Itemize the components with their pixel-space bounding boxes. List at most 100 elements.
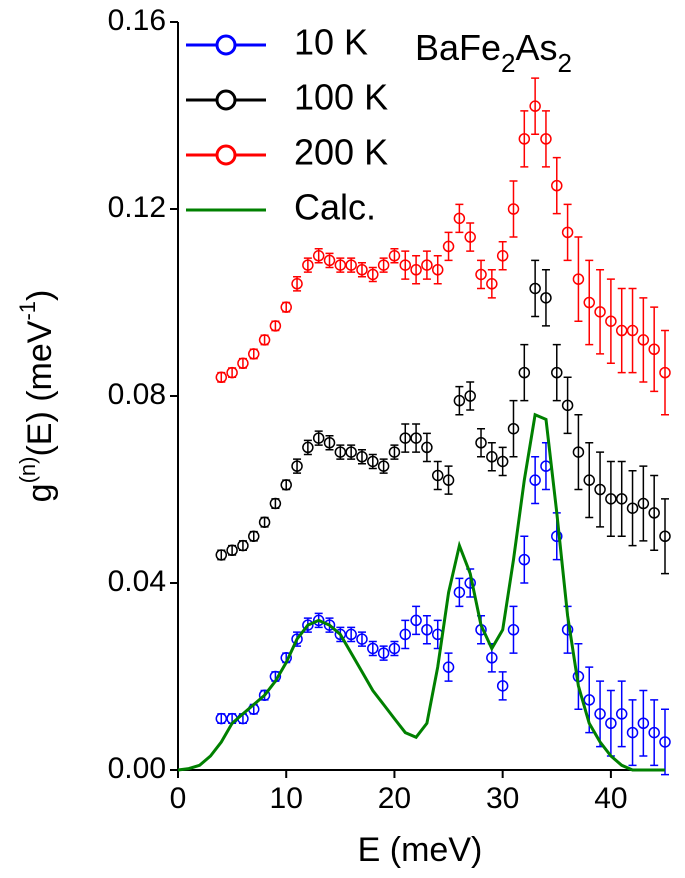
data-point	[410, 264, 422, 276]
error-bar	[661, 708, 669, 776]
data-point	[507, 624, 520, 636]
data-point	[529, 100, 541, 112]
error-bar	[552, 343, 561, 402]
error-bar	[455, 203, 464, 234]
data-point	[345, 628, 357, 641]
error-bar	[466, 381, 475, 411]
data-point	[421, 441, 433, 454]
legend-label: 100 K	[294, 77, 388, 118]
annotation-part: BaFe	[415, 27, 501, 68]
y-tick-label: 0.12	[108, 191, 166, 224]
error-bar	[617, 680, 626, 748]
series-1	[215, 259, 671, 575]
error-bar	[606, 689, 615, 757]
data-point	[496, 455, 509, 468]
data-point	[486, 451, 498, 463]
data-point	[269, 320, 282, 332]
error-bar	[563, 376, 572, 435]
data-point	[518, 133, 531, 145]
data-point	[323, 619, 336, 631]
data-point	[626, 502, 639, 514]
error-bar	[628, 287, 637, 374]
error-bar	[455, 577, 464, 608]
error-bar	[541, 110, 550, 168]
error-bar	[498, 446, 507, 477]
data-point	[280, 479, 292, 491]
y-label-part: )	[21, 290, 59, 301]
data-point	[475, 437, 487, 449]
error-bar	[444, 465, 453, 495]
data-point	[258, 334, 271, 346]
data-point	[486, 652, 498, 664]
data-point	[367, 642, 379, 655]
error-bar	[639, 465, 648, 542]
data-point	[594, 708, 606, 720]
data-point	[280, 301, 292, 313]
error-bar	[444, 652, 453, 682]
error-bar	[412, 605, 421, 636]
legend: 10 K 100 K 200 K Calc.	[186, 22, 388, 228]
data-point	[291, 278, 303, 290]
legend-marker	[215, 34, 237, 56]
error-bar	[650, 306, 659, 393]
error-bar	[574, 413, 583, 491]
data-point	[453, 394, 466, 407]
data-point	[399, 259, 412, 271]
error-bar	[509, 180, 518, 238]
data-point	[540, 133, 552, 145]
data-point	[215, 549, 228, 561]
data-point	[248, 530, 260, 542]
data-point	[572, 273, 585, 285]
data-point	[377, 259, 390, 271]
data-point	[291, 460, 303, 472]
x-tick-label: 30	[486, 782, 519, 815]
data-point	[399, 432, 412, 444]
data-point	[615, 324, 628, 337]
data-point	[486, 278, 498, 290]
error-bar	[661, 498, 669, 575]
y-tick-label: 0.00	[108, 752, 166, 785]
data-point	[323, 437, 336, 449]
error-bar	[498, 240, 507, 271]
error-bar	[498, 671, 507, 701]
error-bar	[401, 250, 410, 280]
y-label-part: g	[21, 483, 59, 502]
x-tick-label: 0	[170, 782, 187, 815]
data-point	[659, 366, 671, 379]
data-point	[356, 633, 368, 645]
error-bar	[531, 77, 540, 135]
data-point	[540, 292, 552, 304]
error-bar	[639, 689, 648, 757]
data-point	[215, 712, 228, 725]
legend-marker	[215, 89, 237, 111]
error-bar	[487, 442, 496, 472]
error-bar	[585, 442, 594, 519]
data-point	[226, 366, 238, 379]
data-point	[648, 343, 660, 355]
error-bar	[650, 474, 659, 552]
data-point	[496, 680, 509, 692]
data-point	[572, 446, 585, 458]
legend-marker	[215, 144, 237, 166]
error-bar	[509, 605, 518, 654]
error-bar	[639, 297, 648, 383]
error-bar	[552, 156, 561, 215]
data-point	[551, 530, 563, 542]
data-point	[237, 539, 249, 552]
data-point	[551, 366, 563, 379]
error-bar	[444, 231, 453, 262]
data-point	[312, 614, 325, 627]
error-bar	[455, 385, 464, 416]
annotation: BaFe2As2	[415, 27, 572, 78]
series-2	[215, 77, 671, 416]
data-point	[637, 497, 650, 510]
data-point	[377, 460, 390, 472]
data-point	[377, 647, 390, 659]
error-bar	[541, 269, 550, 327]
annotation-part: 2	[501, 48, 515, 78]
data-point	[637, 334, 650, 346]
data-point	[453, 586, 466, 599]
error-bar	[606, 278, 615, 365]
data-point	[475, 268, 487, 281]
